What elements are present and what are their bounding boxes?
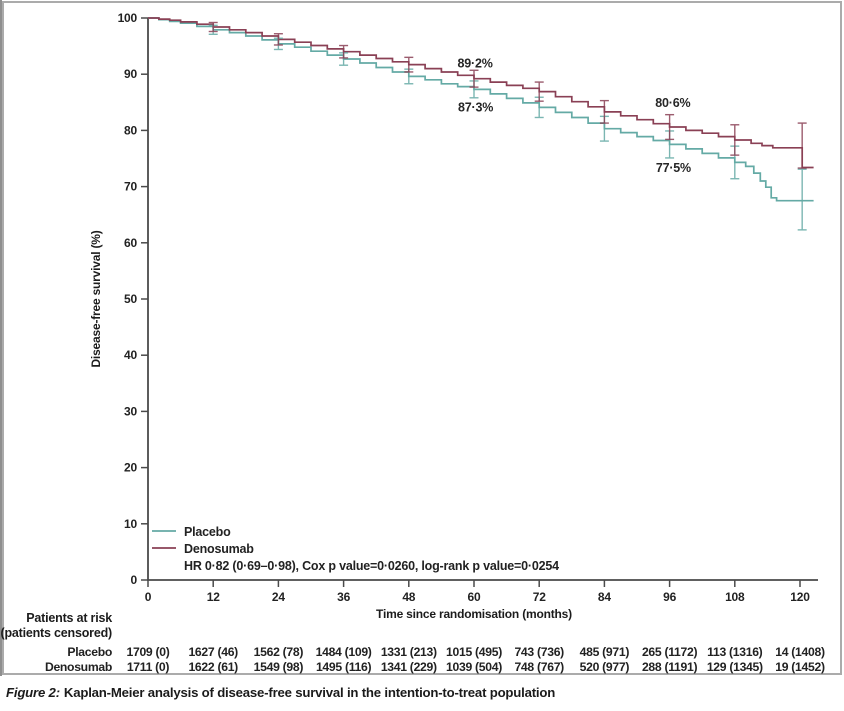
- risk-cell: 288 (1191): [642, 660, 698, 674]
- annotation-806: 80·6%: [655, 96, 690, 110]
- annotation-873: 87·3%: [458, 100, 493, 114]
- error-bar-denosumab: [534, 81, 544, 102]
- legend-label-placebo: Placebo: [184, 525, 231, 539]
- figure-number-label: Figure 2:: [6, 685, 60, 700]
- risk-cell: 1331 (213): [381, 645, 437, 659]
- risk-row-label-placebo: Placebo: [67, 645, 112, 659]
- x-tick-label: 108: [725, 590, 745, 604]
- risk-cell: 1709 (0): [127, 645, 170, 659]
- risk-cell: 1549 (98): [254, 660, 304, 674]
- error-bar-denosumab: [665, 113, 675, 141]
- figure-border: [2, 1, 842, 675]
- risk-cell: 19 (1452): [775, 660, 825, 674]
- risk-cell: 485 (971): [580, 645, 630, 659]
- risk-rows: Placebo 1709 (0) 1627 (46) 1562 (78) 1484 (1…: [45, 645, 825, 674]
- error-bar-denosumab: [797, 122, 807, 169]
- error-bar-denosumab: [339, 44, 349, 59]
- x-tick-label: 0: [145, 590, 152, 604]
- risk-cell: 1341 (229): [381, 660, 437, 674]
- risk-cell: 1711 (0): [127, 660, 170, 674]
- y-tick-label: 20: [124, 461, 137, 475]
- annotation-775: 77·5%: [656, 161, 691, 175]
- x-tick-label: 24: [272, 590, 285, 604]
- error-bar-denosumab: [404, 56, 414, 73]
- risk-cell: 520 (977): [580, 660, 630, 674]
- x-tick-label: 12: [207, 590, 220, 604]
- curve-annotations: 89·2% 87·3% 80·6% 77·5%: [458, 56, 692, 175]
- risk-cell: 1562 (78): [254, 645, 304, 659]
- y-tick-label: 0: [131, 573, 138, 587]
- y-tick-label: 80: [124, 123, 137, 137]
- x-tick-label: 60: [468, 590, 481, 604]
- y-tick-label: 40: [124, 348, 137, 362]
- legend-label-denosumab: Denosumab: [184, 542, 254, 556]
- y-tick-label: 70: [124, 180, 137, 194]
- error-bar-denosumab: [469, 69, 479, 88]
- risk-cell: 129 (1345): [707, 660, 763, 674]
- risk-cell: 113 (1316): [707, 645, 763, 659]
- risk-table-header-1: Patients at risk: [26, 611, 112, 625]
- error-bar-denosumab: [208, 21, 218, 33]
- risk-cell: 265 (1172): [642, 645, 698, 659]
- figure-caption: Figure 2: Kaplan-Meier analysis of diseas…: [6, 685, 555, 700]
- risk-cell: 1039 (504): [446, 660, 502, 674]
- figure-caption-text: Kaplan-Meier analysis of disease-free su…: [63, 685, 556, 700]
- risk-cell: 1015 (495): [446, 645, 502, 659]
- risk-cell: 743 (736): [514, 645, 564, 659]
- error-bar-denosumab: [599, 99, 609, 124]
- y-tick-label: 10: [124, 517, 137, 531]
- risk-cell: 1627 (46): [188, 645, 238, 659]
- x-axis-title: Time since randomisation (months): [376, 607, 572, 621]
- y-tick-label: 30: [124, 404, 137, 418]
- legend-stats-line: HR 0·82 (0·69–0·98), Cox p value=0·0260,…: [184, 559, 559, 573]
- axes: 0 10 20 30 40 50 60 70 80 90 100 0 12 24 36 48 60 72 84 96 1…: [118, 11, 818, 604]
- risk-cell: 14 (1408): [775, 645, 825, 659]
- x-tick-label: 48: [402, 590, 415, 604]
- error-bar-denosumab: [730, 124, 740, 156]
- x-tick-label: 96: [663, 590, 676, 604]
- risk-table-header-2: (patients censored): [0, 626, 112, 640]
- risk-cell: 1622 (61): [188, 660, 238, 674]
- y-axis-title: Disease-free survival (%): [89, 230, 103, 367]
- error-bar-placebo: [797, 168, 807, 231]
- error-bar-denosumab: [273, 33, 283, 46]
- x-tick-label: 84: [598, 590, 611, 604]
- patients-at-risk-table: Patients at risk (patients censored) Pla…: [0, 611, 825, 674]
- y-tick-label: 50: [124, 292, 137, 306]
- y-tick-label: 100: [118, 11, 138, 25]
- curve-placebo: [148, 17, 814, 202]
- legend: Placebo Denosumab HR 0·82 (0·69–0·98), C…: [152, 525, 559, 573]
- x-tick-label: 36: [337, 590, 350, 604]
- risk-cell: 748 (767): [514, 660, 564, 674]
- y-tick-label: 90: [124, 67, 137, 81]
- risk-cell: 1484 (109): [316, 645, 372, 659]
- risk-cell: 1495 (116): [316, 660, 372, 674]
- risk-row-label-denosumab: Denosumab: [45, 660, 112, 674]
- x-tick-label: 120: [790, 590, 810, 604]
- x-tick-label: 72: [533, 590, 546, 604]
- error-bars: [208, 21, 807, 231]
- annotation-892: 89·2%: [458, 56, 493, 70]
- y-tick-label: 60: [124, 236, 137, 250]
